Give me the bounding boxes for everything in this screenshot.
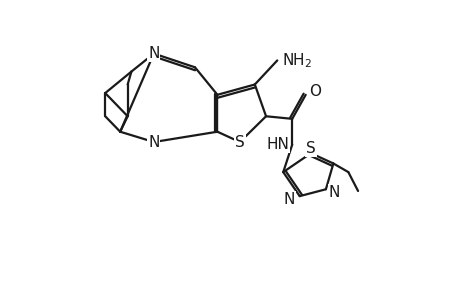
Text: N: N: [283, 192, 295, 207]
Text: N: N: [148, 46, 159, 61]
Text: NH$_2$: NH$_2$: [281, 51, 311, 70]
Text: S: S: [305, 141, 315, 156]
Text: N: N: [328, 185, 340, 200]
Text: N: N: [148, 134, 159, 149]
Text: HN: HN: [266, 137, 289, 152]
Text: O: O: [308, 84, 320, 99]
Text: S: S: [235, 134, 244, 149]
